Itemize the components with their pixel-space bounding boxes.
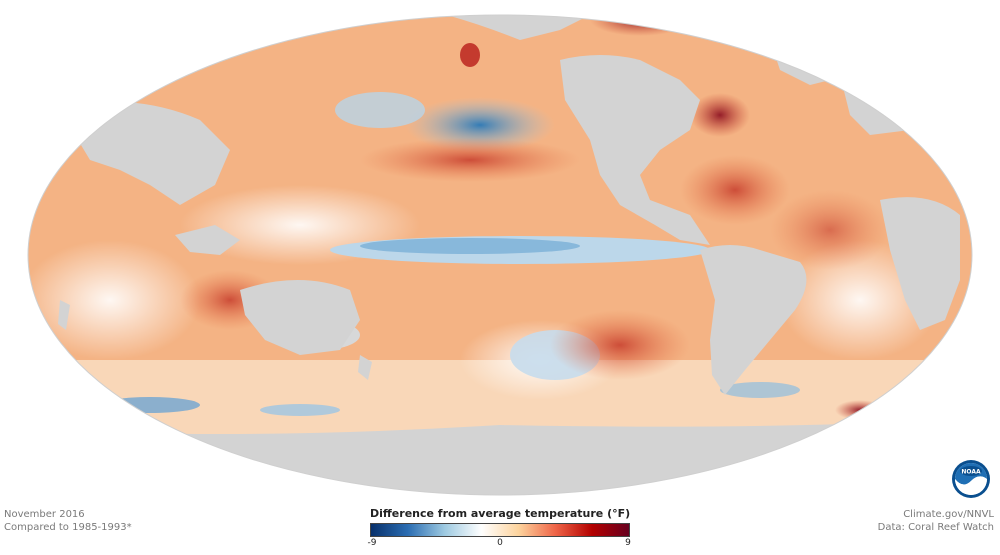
legend-ticks: -9 0 9 (367, 537, 631, 549)
antarctica-land (28, 420, 972, 495)
new-zealand-land (358, 355, 372, 380)
south-america-land (700, 245, 807, 395)
se-asia-land (175, 225, 240, 255)
north-america-land (560, 55, 710, 245)
legend-mid-label: 0 (497, 538, 503, 548)
sst-anomaly-map (27, 14, 973, 496)
credit-label: Climate.gov/NNVL (903, 509, 994, 520)
legend-color-bar (370, 523, 630, 537)
color-legend: Difference from average temperature (°F)… (367, 507, 631, 549)
date-label: November 2016 (4, 509, 85, 520)
baseline-label: Compared to 1985-1993* (4, 522, 132, 533)
africa-land (880, 197, 960, 330)
australia-land (240, 280, 360, 355)
noaa-logo-text: NOAA (961, 469, 981, 476)
arctic-land (28, 15, 972, 60)
footer-right: Climate.gov/NNVL Data: Coral Reef Watch (878, 508, 994, 534)
legend-title: Difference from average temperature (°F) (370, 507, 631, 520)
world-map-svg (27, 14, 973, 496)
madagascar-land (58, 300, 70, 330)
globe-border (27, 14, 973, 496)
noaa-logo-icon: NOAA (952, 460, 990, 498)
legend-max-label: 9 (625, 538, 631, 548)
footer-left: November 2016 Compared to 1985-1993* (4, 508, 132, 534)
asia-land (60, 102, 230, 205)
legend-min-label: -9 (367, 538, 377, 548)
data-source-label: Data: Coral Reef Watch (877, 522, 994, 533)
